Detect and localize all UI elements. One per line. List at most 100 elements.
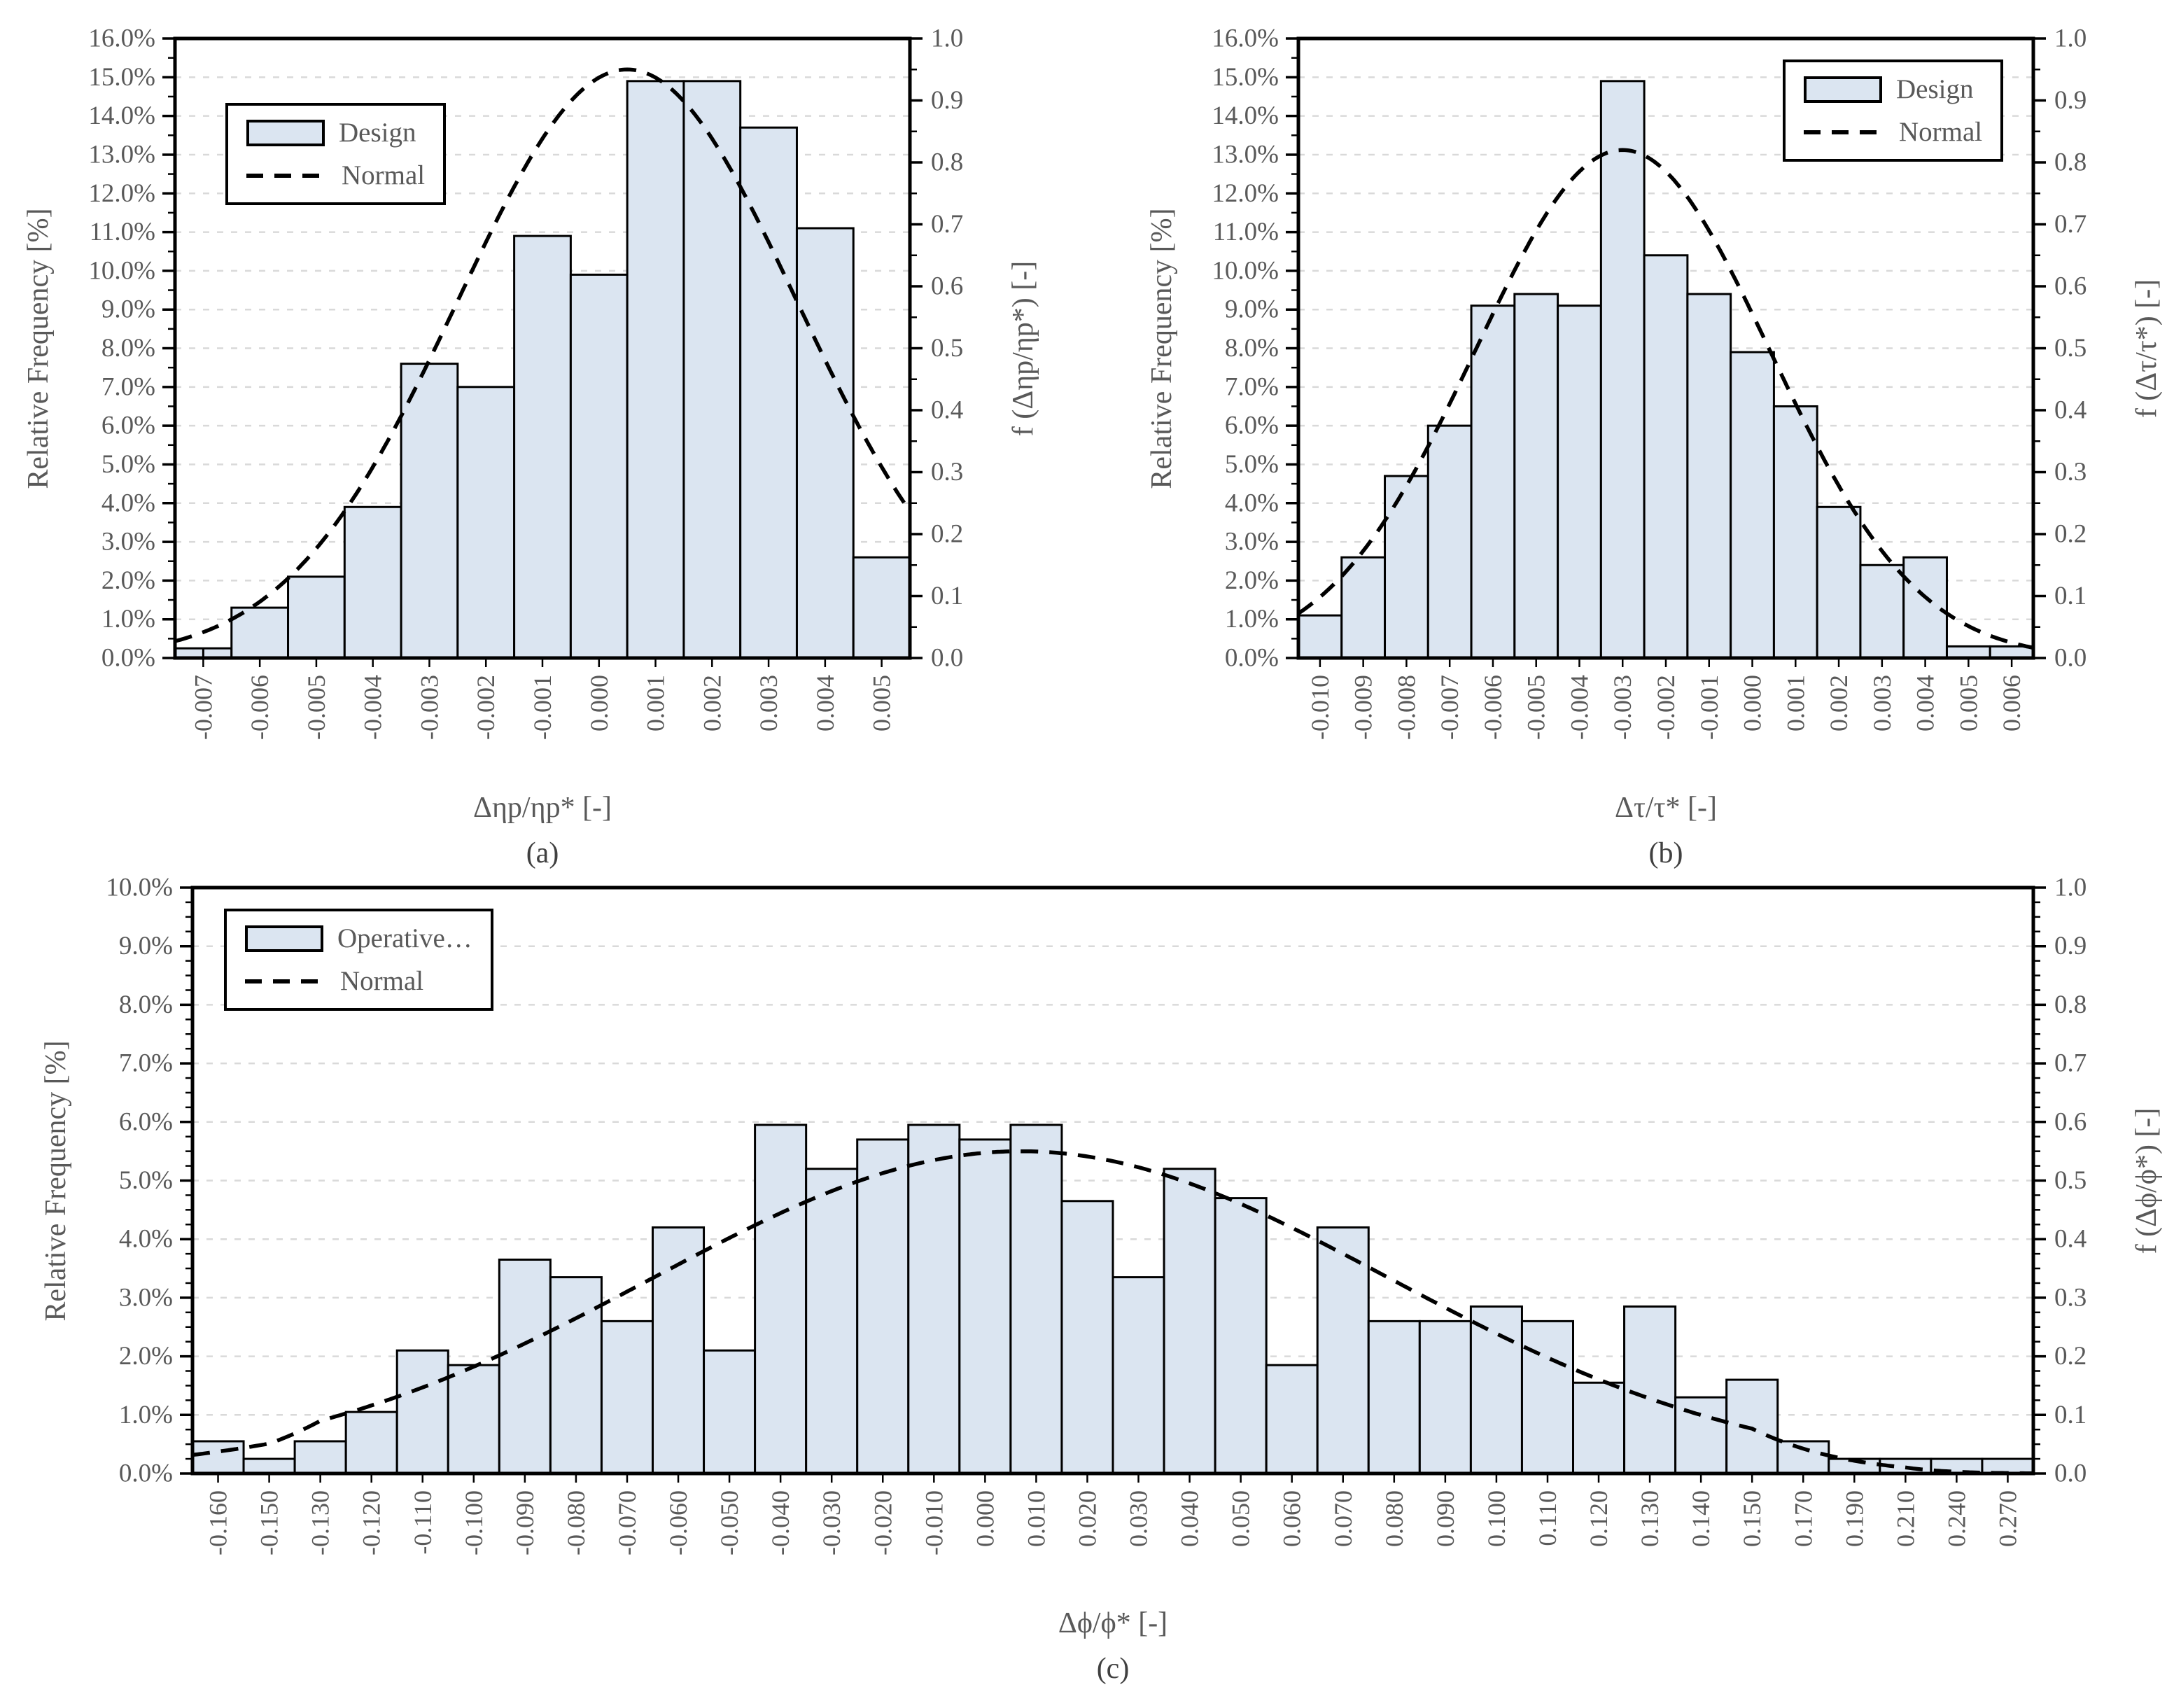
svg-text:-0.100: -0.100 [460,1490,488,1555]
svg-text:5.0%: 5.0% [119,1166,173,1195]
normal-dashed-line-swatch-icon [1804,130,1885,134]
svg-text:-0.009: -0.009 [1349,675,1377,740]
svg-text:0.2: 0.2 [931,520,963,549]
svg-text:0.001: 0.001 [1781,675,1809,732]
svg-text:-0.050: -0.050 [715,1490,743,1555]
svg-text:0.020: 0.020 [1073,1490,1101,1547]
chart-c-legend: Operative… Normal [224,909,493,1011]
svg-text:-0.005: -0.005 [302,675,330,740]
svg-text:1.0: 1.0 [931,24,963,53]
svg-text:0.5: 0.5 [2054,334,2087,363]
legend-normal-label: Normal [340,966,424,996]
svg-text:16.0%: 16.0% [88,24,155,53]
design-bar-swatch-icon [1804,76,1882,103]
svg-text:0.004: 0.004 [1912,675,1940,732]
svg-text:2.0%: 2.0% [119,1342,173,1371]
svg-text:7.0%: 7.0% [1225,372,1279,401]
svg-text:-0.080: -0.080 [562,1490,590,1555]
svg-text:0.6: 0.6 [931,272,963,301]
svg-text:-0.007: -0.007 [189,675,217,740]
svg-text:0.005: 0.005 [868,675,896,732]
svg-text:7.0%: 7.0% [119,1049,173,1078]
chart-c-caption: (c) [1096,1653,1130,1685]
svg-text:6.0%: 6.0% [1225,412,1279,440]
svg-text:-0.090: -0.090 [511,1490,539,1555]
svg-text:15.0%: 15.0% [88,63,155,92]
svg-text:0.005: 0.005 [1954,675,1982,732]
svg-text:0.1: 0.1 [2054,1401,2087,1429]
svg-text:0.030: 0.030 [1125,1490,1153,1547]
svg-text:0.000: 0.000 [971,1490,999,1547]
svg-text:-0.010: -0.010 [1306,675,1334,740]
chart-a-caption: (a) [526,837,559,869]
svg-text:0.7: 0.7 [2054,1049,2087,1078]
svg-text:-0.001: -0.001 [528,675,556,740]
svg-text:-0.040: -0.040 [766,1490,794,1555]
chart-c-x-axis-title: Δϕ/ϕ* [-] [1058,1607,1168,1639]
svg-text:0.010: 0.010 [1022,1490,1050,1547]
svg-text:3.0%: 3.0% [119,1283,173,1312]
svg-text:15.0%: 15.0% [1212,63,1279,92]
svg-text:4.0%: 4.0% [119,1225,173,1254]
svg-text:-0.160: -0.160 [204,1490,232,1555]
svg-text:0.4: 0.4 [2054,1225,2087,1254]
svg-text:0.9: 0.9 [2054,932,2087,960]
svg-text:1.0: 1.0 [2054,24,2087,53]
svg-text:0.7: 0.7 [931,210,963,239]
svg-text:0.002: 0.002 [1825,675,1853,732]
svg-text:0.1: 0.1 [2054,582,2087,610]
svg-text:-0.110: -0.110 [409,1490,437,1555]
svg-text:0.004: 0.004 [811,675,839,732]
svg-text:0.140: 0.140 [1687,1490,1715,1547]
svg-text:4.0%: 4.0% [1225,489,1279,517]
svg-text:1.0%: 1.0% [119,1401,173,1429]
svg-text:3.0%: 3.0% [101,528,155,556]
svg-text:5.0%: 5.0% [1225,450,1279,479]
svg-text:10.0%: 10.0% [1212,256,1279,285]
svg-text:1.0%: 1.0% [101,605,155,634]
svg-text:2.0%: 2.0% [1225,566,1279,595]
svg-text:-0.005: -0.005 [1522,675,1550,740]
svg-text:14.0%: 14.0% [1212,102,1279,130]
svg-text:0.5: 0.5 [2054,1166,2087,1195]
svg-text:-0.007: -0.007 [1436,675,1464,740]
svg-text:-0.006: -0.006 [1479,675,1507,740]
svg-text:0.000: 0.000 [585,675,613,732]
svg-text:0.1: 0.1 [931,582,963,610]
svg-text:0.3: 0.3 [2054,458,2087,486]
svg-text:-0.004: -0.004 [359,675,387,740]
svg-text:0.7: 0.7 [2054,210,2087,239]
svg-text:0.006: 0.006 [1998,675,2026,732]
svg-text:0.270: 0.270 [1993,1490,2021,1547]
svg-text:0.150: 0.150 [1738,1490,1766,1547]
svg-text:8.0%: 8.0% [101,334,155,363]
chart-b-right-axis-title: f (Δτ/τ*) [-] [2131,279,2163,418]
svg-text:0.0%: 0.0% [101,644,155,673]
normal-dashed-line-swatch-icon [246,173,328,178]
svg-text:0.100: 0.100 [1482,1490,1510,1547]
svg-text:5.0%: 5.0% [101,450,155,479]
svg-text:0.001: 0.001 [642,675,670,732]
legend-item-normal: Normal [245,965,472,997]
svg-text:6.0%: 6.0% [101,412,155,440]
design-bar-swatch-icon [246,119,325,146]
legend-normal-label: Normal [342,160,426,190]
svg-text:11.0%: 11.0% [90,218,155,246]
svg-text:4.0%: 4.0% [101,489,155,517]
svg-text:9.0%: 9.0% [1225,295,1279,324]
svg-text:10.0%: 10.0% [88,256,155,285]
chart-a-right-axis-title: f (Δηp/ηp*) [-] [1007,260,1039,436]
svg-text:0.070: 0.070 [1329,1490,1357,1547]
legend-item-design: Design [1804,74,1982,105]
legend-item-normal: Normal [246,160,425,191]
svg-text:0.0: 0.0 [2054,1460,2087,1488]
svg-text:0.2: 0.2 [2054,1342,2087,1371]
chart-b-left-axis-title: Relative Frequency [%] [1146,207,1178,489]
legend-item-normal: Normal [1804,116,1982,148]
svg-text:0.003: 0.003 [755,675,783,732]
svg-text:-0.002: -0.002 [1652,675,1680,740]
svg-text:13.0%: 13.0% [88,140,155,169]
